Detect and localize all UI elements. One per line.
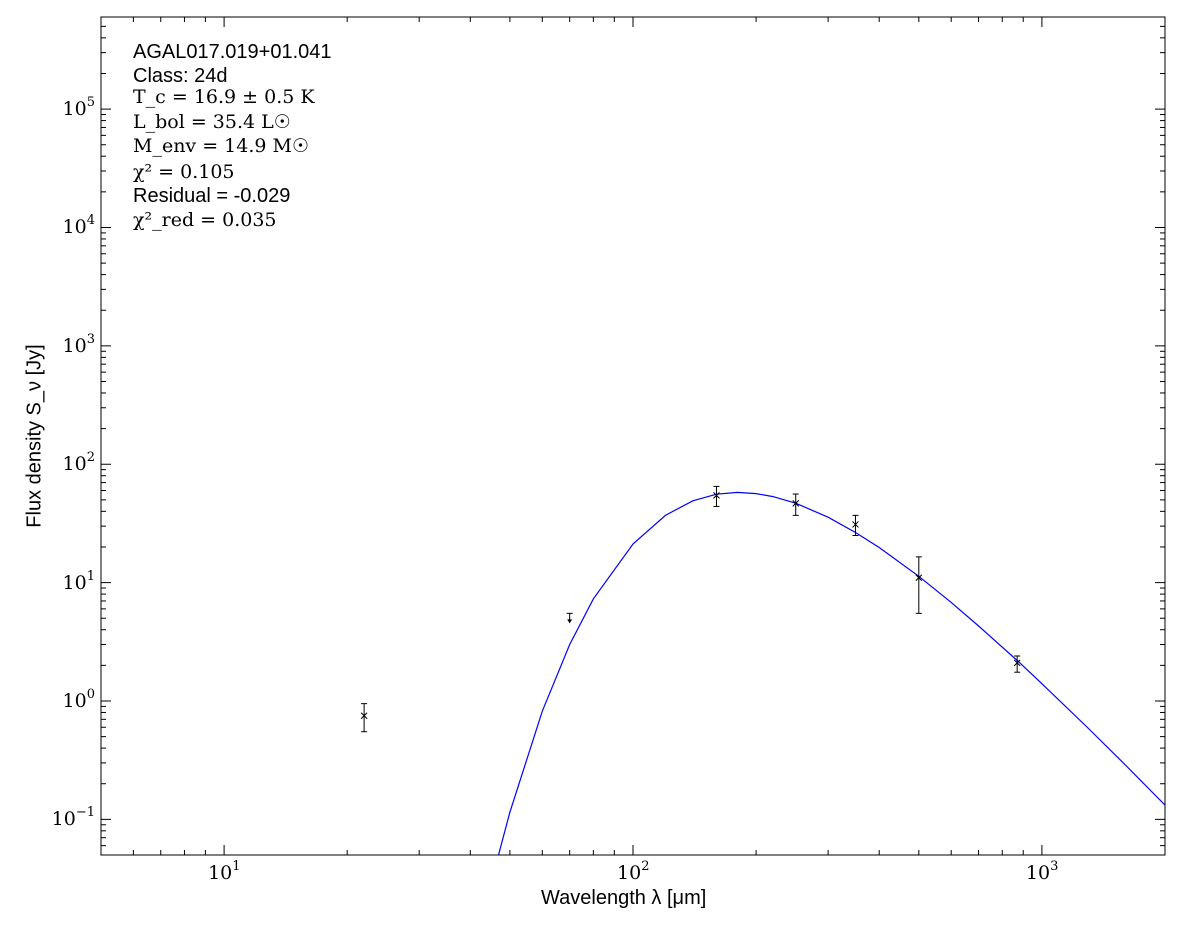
x-axis-label: Wavelength λ [μm] <box>541 887 707 909</box>
y-axis-label: Flux density S_ν [Jy] <box>23 344 46 528</box>
x-tick-label: 103 <box>1025 859 1059 884</box>
x-tick-label: 101 <box>208 859 241 884</box>
annotation-chi2red: χ²_red = 0.035 <box>133 209 277 231</box>
y-tick-label: 105 <box>62 95 95 121</box>
upper-limit-arrow <box>567 619 573 624</box>
annotation-lbol: L_bol = 35.4 L☉ <box>133 111 291 133</box>
y-tick-label: 10−1 <box>51 805 95 831</box>
annotation-tc: T_c = 16.9 ± 0.5 K <box>133 86 315 108</box>
data-point <box>792 500 800 507</box>
data-point <box>1013 659 1021 667</box>
annotation-class: Class: 24d <box>133 65 228 87</box>
annotation-menv: M_env = 14.9 M☉ <box>133 135 310 157</box>
y-tick-label: 101 <box>62 568 95 594</box>
data-point <box>852 521 859 528</box>
plot-frame <box>100 16 1166 856</box>
y-tick-label: 100 <box>62 686 95 712</box>
y-tick-label: 102 <box>62 450 95 476</box>
annotation-source: AGAL017.019+01.041 <box>133 41 332 63</box>
annotation-chi2: χ² = 0.105 <box>133 161 235 183</box>
data-point <box>915 574 923 582</box>
y-tick-label: 104 <box>62 213 95 239</box>
annotation-residual: Residual = -0.029 <box>133 185 291 207</box>
data-point <box>360 712 368 720</box>
y-tick-label: 103 <box>62 331 95 357</box>
data-point <box>713 491 720 499</box>
x-tick-label: 102 <box>617 859 650 884</box>
model-curve <box>497 491 1165 855</box>
